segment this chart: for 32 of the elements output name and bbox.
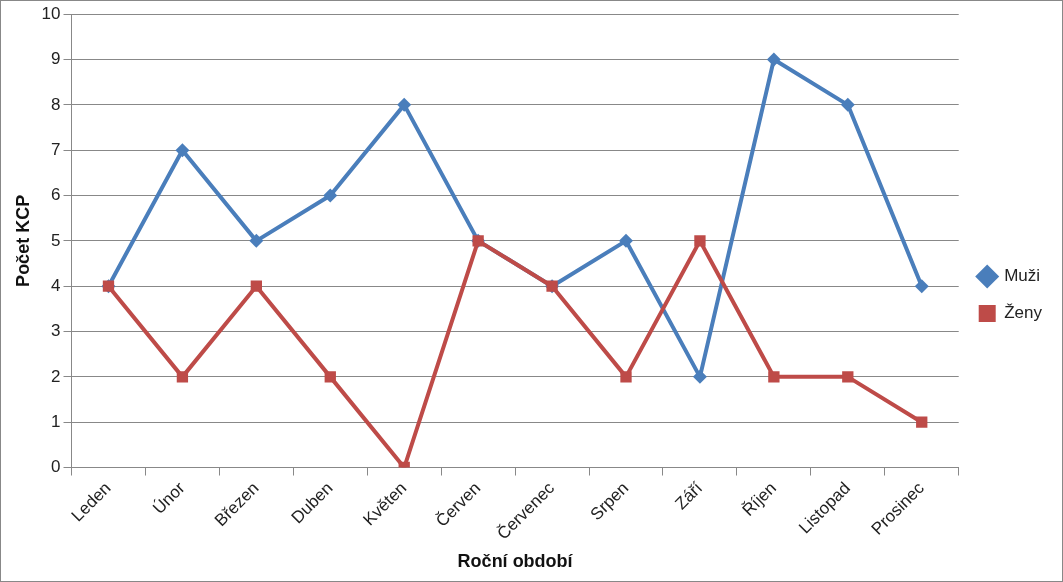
- point: [619, 233, 634, 248]
- y-tick-label: 9: [51, 49, 61, 69]
- y-tick-label: 2: [51, 366, 61, 386]
- point: [175, 143, 190, 158]
- point: [176, 371, 189, 383]
- legend-label: Ženy: [1004, 303, 1043, 323]
- y-tick-label: 6: [51, 185, 61, 205]
- point: [694, 235, 706, 247]
- y-tick-label: 7: [51, 139, 61, 159]
- y-tick-label: 5: [51, 230, 61, 250]
- point: [840, 97, 855, 112]
- y-tick-label: 8: [51, 94, 61, 114]
- point: [620, 371, 632, 383]
- point: [323, 188, 338, 203]
- y-tick-label: 4: [51, 275, 61, 295]
- y-tick-label: 1: [51, 411, 61, 431]
- legend-label: Muži: [1004, 266, 1041, 286]
- x-axis-title: Roční období: [457, 551, 574, 572]
- point: [249, 233, 264, 248]
- point: [692, 369, 707, 384]
- point: [842, 371, 854, 383]
- point: [397, 97, 412, 112]
- y-tick-label: 10: [41, 3, 61, 23]
- y-tick-label: 3: [51, 321, 61, 341]
- point: [766, 52, 781, 67]
- point: [250, 280, 262, 292]
- point: [768, 371, 780, 383]
- point: [916, 416, 928, 428]
- point: [914, 279, 929, 294]
- point: [324, 371, 336, 383]
- y-axis-title: Počet KCP: [12, 194, 33, 287]
- y-tick-label: 0: [51, 457, 61, 477]
